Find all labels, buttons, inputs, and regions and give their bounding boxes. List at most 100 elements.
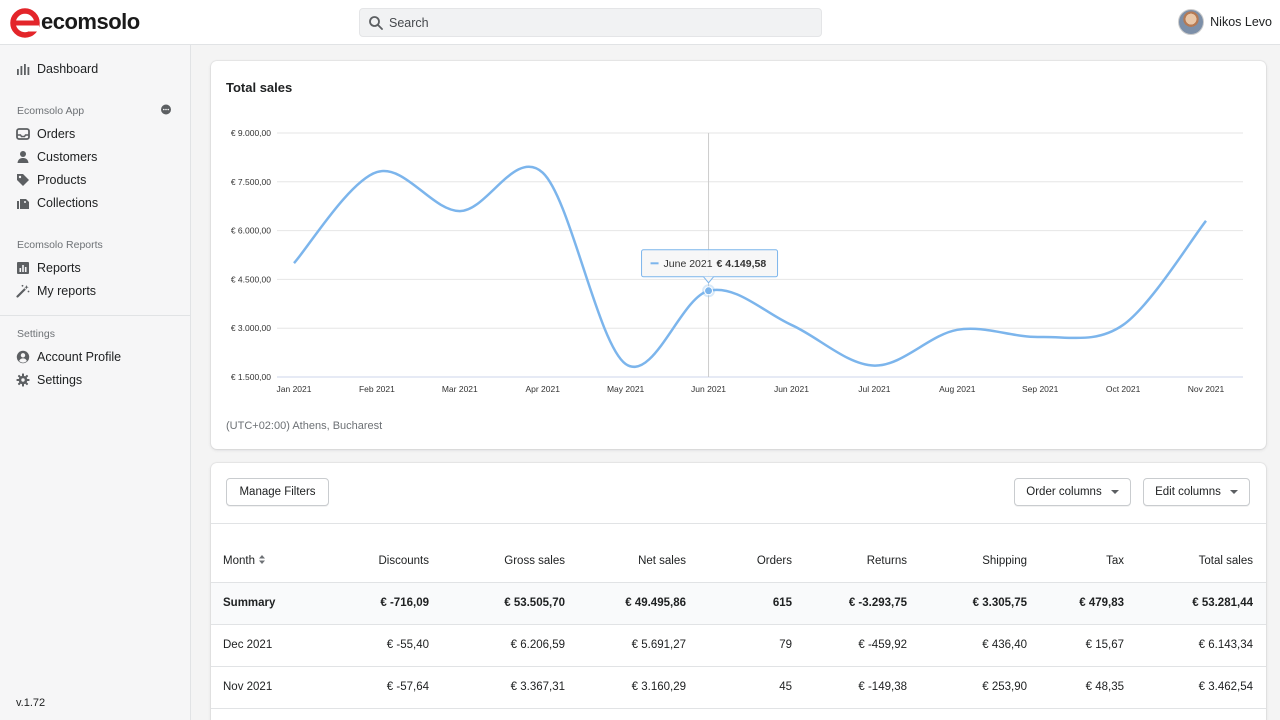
table-cell: € 6.206,59 [510,639,565,651]
y-tick-label: € 7.500,00 [231,177,271,187]
sidebar-item-reports[interactable]: Reports [16,258,81,278]
table-cell: € 48,35 [1085,681,1124,693]
divider [211,708,1266,709]
table-cell: € 3.462,54 [1198,681,1253,693]
sort-icon [258,555,265,565]
column-header-total-sales[interactable]: Total sales [1198,555,1253,567]
sidebar-item-label: Reports [37,261,81,275]
table-cell: 79 [779,639,792,651]
column-header-shipping[interactable]: Shipping [982,555,1027,567]
table-cell: € 53.505,70 [504,597,565,609]
x-tick-label: Oct 2021 [1106,384,1141,394]
tooltip-label: June 2021 [664,258,713,270]
tag-icon [16,173,30,187]
table-cell: 615 [772,597,792,609]
table-cell: Summary [223,597,276,609]
column-header-orders[interactable]: Orders [756,555,792,567]
column-header-tax[interactable]: Tax [1106,555,1124,567]
order-columns-button[interactable]: Order columns [1014,478,1131,506]
sidebar-item-orders[interactable]: Orders [16,124,75,144]
sidebar-item-settings[interactable]: Settings [16,370,82,390]
logo-mark-icon [10,8,40,38]
table-cell: 45 [779,681,792,693]
brand-name: ecomsolo [41,9,140,34]
chat-icon[interactable] [160,104,172,116]
table-cell: € 3.367,31 [510,681,565,693]
table-cell: € -149,38 [858,681,907,693]
data-point-marker [704,286,714,296]
x-tick-label: Nov 2021 [1188,384,1225,394]
profile-icon [16,350,30,364]
table-cell: Nov 2021 [223,681,273,693]
sidebar-item-dashboard[interactable]: Dashboard [16,59,98,79]
column-header-net-sales[interactable]: Net sales [638,555,686,567]
magic-wand-icon [16,284,30,298]
order-columns-label: Order columns [1026,486,1102,498]
user-menu[interactable]: Nikos Levo [1178,9,1272,35]
y-tick-label: € 4.500,00 [231,274,271,284]
section-label-reports: Ecomsolo Reports [17,239,103,251]
sidebar-item-label: Account Profile [37,350,122,364]
tooltip-pointer [703,276,714,284]
total-sales-chart[interactable]: € 1.500,00 € 3.000,00 € 4.500,00 € 6.000,00… [211,61,1266,449]
table-cell: Dec 2021 [223,639,273,651]
gear-icon [16,373,30,387]
sidebar-item-collections[interactable]: Collections [16,193,98,213]
table-cell: € -57,64 [386,681,429,693]
y-tick-label: € 3.000,00 [231,323,271,333]
sales-table-card: Manage Filters Order columns Edit column… [211,463,1266,720]
inbox-icon [16,127,30,141]
sidebar-item-label: Dashboard [37,62,99,76]
caret-down-icon [1229,490,1238,494]
x-tick-label: Jun 2021 [774,384,809,394]
sidebar-item-customers[interactable]: Customers [16,147,97,167]
x-tick-label: Sep 2021 [1022,384,1059,394]
table-cell: € 3.160,29 [631,681,686,693]
column-header-month[interactable]: Month [223,555,265,567]
tooltip-value: € 4.149,58 [717,258,767,270]
table-cell: € -459,92 [858,639,907,651]
reports-icon [16,261,30,275]
sidebar-item-my-reports[interactable]: My reports [16,281,96,301]
sidebar-item-label: Collections [37,196,99,210]
sidebar-item-label: Settings [37,373,83,387]
total-sales-card: Total sales € 1.500,00 € 3.000,00 € 4.500,… [211,61,1266,449]
table-cell: € 3.305,75 [972,597,1027,609]
column-header-returns[interactable]: Returns [866,555,907,567]
table-cell: € 5.691,27 [631,639,686,651]
x-tick-label: Aug 2021 [939,384,976,394]
caret-down-icon [1110,490,1119,494]
x-tick-label: Jul 2021 [858,384,890,394]
timezone-label: (UTC+02:00) Athens, Bucharest [226,420,383,432]
table-cell: € 6.143,34 [1198,639,1253,651]
table-cell: € 15,67 [1085,639,1124,651]
column-header-label: Month [223,555,255,567]
column-header-discounts[interactable]: Discounts [378,555,430,567]
column-header-gross-sales[interactable]: Gross sales [504,555,565,567]
search-input[interactable] [389,15,809,30]
x-tick-label: May 2021 [607,384,645,394]
divider [211,624,1266,625]
section-label-settings: Settings [17,328,55,340]
x-tick-label: Mar 2021 [442,384,478,394]
y-tick-label: € 1.500,00 [231,372,271,382]
sidebar-item-label: Orders [37,127,76,141]
search-icon [369,15,383,30]
summary-row-bg [211,583,1266,625]
person-icon [16,150,30,164]
table-cell: € 436,40 [982,639,1027,651]
edit-columns-button[interactable]: Edit columns [1143,478,1250,506]
sidebar-item-account-profile[interactable]: Account Profile [16,347,121,367]
sidebar-divider [0,315,190,316]
divider [211,582,1266,583]
table-cell: € 479,83 [1079,597,1124,609]
sidebar-item-products[interactable]: Products [16,170,86,190]
search-bar[interactable] [359,8,822,37]
avatar[interactable] [1178,9,1205,35]
brand-logo[interactable]: ecomsolo [10,8,140,38]
y-tick-label: € 9.000,00 [231,128,271,138]
user-name: Nikos Levo [1210,15,1272,29]
top-bar: ecomsolo Nikos Levo [0,0,1280,45]
manage-filters-button[interactable]: Manage Filters [226,478,329,506]
x-tick-label: Jan 2021 [277,384,312,394]
